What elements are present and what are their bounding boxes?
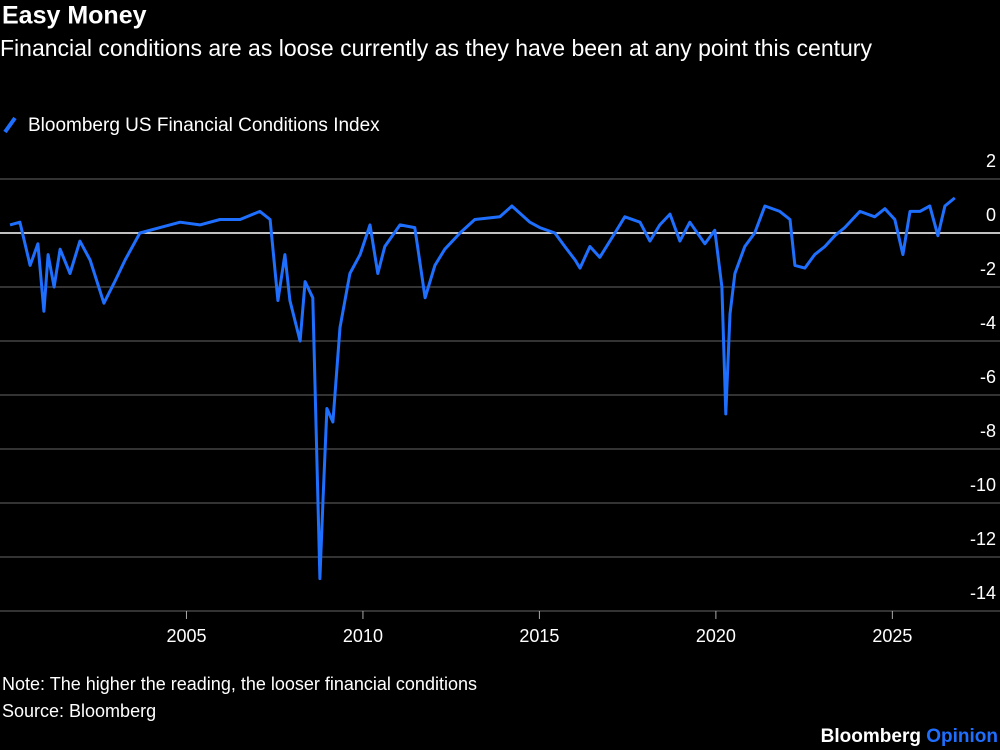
x-tick-label: 2025 (872, 626, 912, 646)
x-tick-label: 2020 (696, 626, 736, 646)
y-tick-label: 0 (986, 205, 996, 225)
brand-name: Bloomberg (821, 726, 921, 747)
chart-subtitle: Financial conditions are as loose curren… (0, 35, 872, 61)
y-tick-label: -14 (970, 583, 996, 603)
y-tick-label: -12 (970, 529, 996, 549)
subtitle-box: Financial conditions are as loose curren… (0, 35, 872, 61)
chart-title: Easy Money (2, 2, 147, 30)
x-tick-label: 2005 (166, 626, 206, 646)
y-tick-label: -6 (980, 367, 996, 387)
y-tick-label: -8 (980, 421, 996, 441)
series-line (9, 196, 956, 581)
legend-swatch (3, 116, 17, 134)
y-tick-label: -4 (980, 313, 996, 333)
note: Note: The higher the reading, the looser… (2, 674, 477, 694)
y-tick-label: -2 (980, 259, 996, 279)
y-tick-label: -10 (970, 475, 996, 495)
y-tick-label: 2 (986, 151, 996, 171)
brand-suffix: Opinion (926, 726, 998, 747)
brand: Bloomberg Opinion (821, 726, 998, 747)
x-tick-label: 2015 (519, 626, 559, 646)
source: Source: Bloomberg (2, 701, 156, 721)
legend-label: Bloomberg US Financial Conditions Index (28, 115, 380, 136)
x-tick-label: 2010 (343, 626, 383, 646)
